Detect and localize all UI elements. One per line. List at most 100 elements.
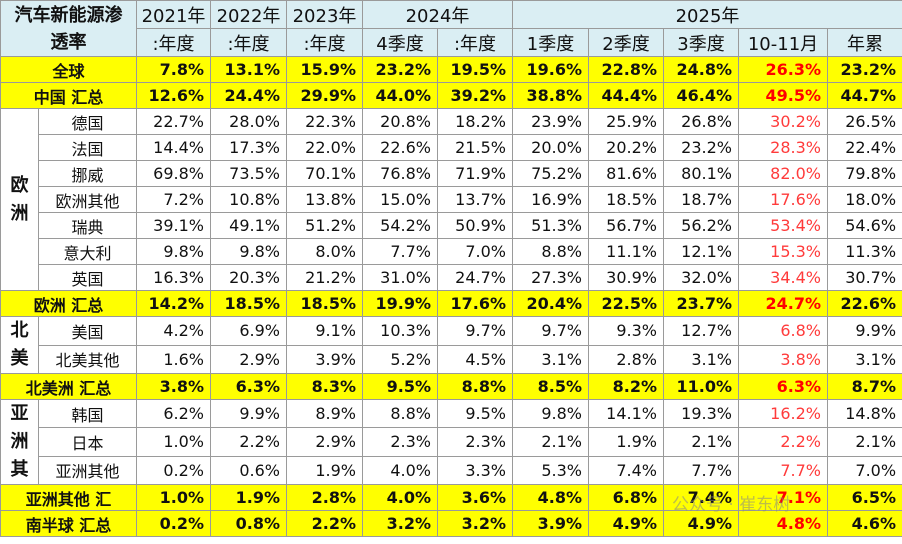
value-cell: 49.1% [210, 212, 287, 239]
value-cell: 31.0% [362, 264, 438, 291]
value-cell: 9.5% [437, 398, 513, 429]
country-label: 德国 [38, 108, 137, 135]
value-cell: 3.9% [512, 510, 589, 537]
value-cell: 9.5% [362, 373, 438, 400]
value-cell: 21.2% [286, 264, 363, 291]
value-cell: 9.8% [512, 398, 589, 429]
header-row: 汽车新能源渗透率 2021年 2022年 2023年 2024年 2025年 [0, 0, 902, 57]
value-cell: 56.2% [663, 212, 739, 239]
value-cell: 22.6% [826, 290, 902, 317]
value-cell: 24.7% [437, 264, 513, 291]
value-cell: 70.1% [286, 160, 363, 187]
value-cell: 2.3% [437, 427, 513, 457]
value-cell: 3.8% [136, 373, 211, 400]
period-header: 1季度 [512, 28, 589, 57]
value-cell: 19.6% [512, 56, 589, 83]
value-cell: 7.7% [362, 238, 438, 265]
country-row: 英国 16.3% 20.3% 21.2% 31.0% 24.7% 27.3% 30.9% 32.… [1, 264, 902, 291]
value-cell: 3.1% [512, 344, 589, 374]
year-header: 2025年 [511, 0, 902, 29]
summary-row: 中国 汇总 12.6% 24.4% 29.9% 44.0% 39.2% 38.8% 44.4%… [0, 82, 902, 109]
value-cell: 54.6% [826, 212, 902, 239]
value-cell: 10.8% [210, 186, 287, 213]
value-cell: 2.9% [210, 344, 287, 374]
value-cell: 4.9% [663, 510, 739, 537]
country-row: 挪威 69.8% 73.5% 70.1% 76.8% 71.9% 75.2% 81.6% 80.… [1, 160, 902, 187]
country-row: 瑞典 39.1% 49.1% 51.2% 54.2% 50.9% 51.3% 56.7% 56.… [1, 212, 902, 239]
value-cell: 22.6% [362, 134, 438, 161]
value-cell: 2.8% [286, 484, 363, 511]
value-cell: 44.4% [588, 82, 664, 109]
value-cell: 23.9% [512, 108, 589, 135]
value-cell: 1.6% [136, 344, 211, 374]
value-cell: 7.2% [136, 186, 211, 213]
value-cell: 2.2% [286, 510, 363, 537]
country-label: 英国 [38, 264, 137, 291]
period-header: 4季度 [362, 28, 438, 57]
value-cell: 24.4% [210, 82, 287, 109]
country-row: 法国 14.4% 17.3% 22.0% 22.6% 21.5% 20.0% 20.2% 23.… [1, 134, 902, 161]
value-cell: 4.5% [437, 344, 513, 374]
value-cell: 69.8% [136, 160, 211, 187]
summary-row: 北美洲 汇总 3.8% 6.3% 8.3% 9.5% 8.8% 8.5% 8.2% 11.0% 6… [0, 373, 902, 400]
value-cell: 4.6% [826, 510, 902, 537]
value-cell: 3.2% [437, 510, 513, 537]
value-cell: 26.5% [826, 108, 902, 135]
value-cell: 75.2% [512, 160, 589, 187]
value-cell: 2.1% [512, 427, 589, 457]
value-cell: 7.4% [663, 484, 739, 511]
value-cell: 71.9% [437, 160, 513, 187]
value-cell: 2.2% [210, 427, 287, 457]
value-cell: 14.1% [588, 398, 664, 429]
value-cell: 8.3% [286, 373, 363, 400]
value-cell: 7.0% [826, 455, 902, 486]
value-cell: 8.8% [362, 398, 438, 429]
value-cell: 3.6% [437, 484, 513, 511]
value-cell: 2.1% [663, 427, 739, 457]
value-cell: 7.7% [738, 455, 828, 486]
period-header: 年累 [826, 28, 902, 57]
value-cell: 3.2% [362, 510, 438, 537]
country-label: 美国 [38, 316, 137, 346]
value-cell: 17.3% [210, 134, 287, 161]
value-cell: 9.8% [136, 238, 211, 265]
value-cell: 17.6% [738, 186, 828, 213]
summary-label: 南半球 汇总 [0, 510, 137, 537]
value-cell: 18.5% [588, 186, 664, 213]
value-cell: 24.8% [663, 56, 739, 83]
value-cell: 9.9% [826, 316, 902, 346]
period-header: :年度 [136, 28, 211, 57]
summary-row: 亚洲其他 汇 1.0% 1.9% 2.8% 4.0% 3.6% 4.8% 6.8% 7.4% 7.… [0, 484, 902, 511]
value-cell: 9.3% [588, 316, 664, 346]
year-header: 2022年 [210, 0, 287, 29]
country-row: 日本 1.0% 2.2% 2.9% 2.3% 2.3% 2.1% 1.9% 2.1% 2.2% 2.… [1, 427, 902, 457]
value-cell: 4.9% [588, 510, 664, 537]
region-cell: 北美 [0, 316, 39, 374]
value-cell: 8.2% [588, 373, 664, 400]
value-cell: 13.8% [286, 186, 363, 213]
country-label: 欧洲其他 [38, 186, 137, 213]
value-cell: 12.1% [663, 238, 739, 265]
value-cell: 12.6% [136, 82, 211, 109]
value-cell: 3.9% [286, 344, 363, 374]
value-cell: 6.3% [738, 373, 828, 400]
value-cell: 7.8% [136, 56, 211, 83]
value-cell: 50.9% [437, 212, 513, 239]
value-cell: 79.8% [826, 160, 902, 187]
value-cell: 7.0% [437, 238, 513, 265]
value-cell: 14.2% [136, 290, 211, 317]
value-cell: 6.2% [136, 398, 211, 429]
value-cell: 15.3% [738, 238, 828, 265]
value-cell: 20.3% [210, 264, 287, 291]
value-cell: 23.2% [362, 56, 438, 83]
value-cell: 29.9% [286, 82, 363, 109]
summary-row: 全球 7.8% 13.1% 15.9% 23.2% 19.5% 19.6% 22.8% 24.8… [0, 56, 902, 83]
period-header: 10-11月 [738, 28, 828, 57]
value-cell: 14.8% [826, 398, 902, 429]
value-cell: 1.0% [136, 427, 211, 457]
value-cell: 9.7% [437, 316, 513, 346]
value-cell: 6.8% [588, 484, 664, 511]
summary-row: 欧洲 汇总 14.2% 18.5% 18.5% 19.9% 17.6% 20.4% 22.5%… [0, 290, 902, 317]
period-header: 2季度 [588, 28, 664, 57]
